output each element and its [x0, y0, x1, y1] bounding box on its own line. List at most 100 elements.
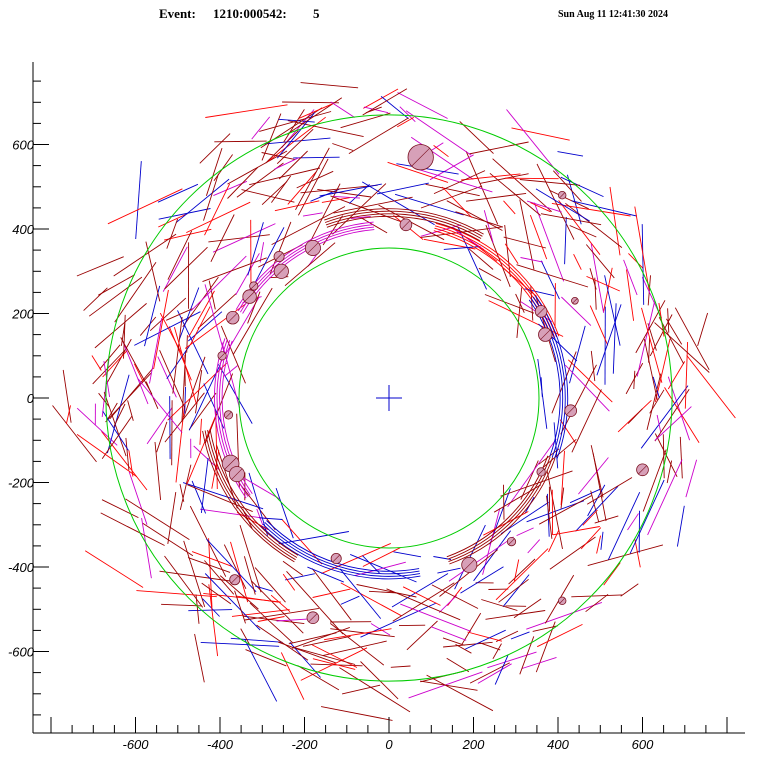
y-tick-label: 600 — [12, 138, 34, 153]
track-segment — [558, 200, 601, 255]
track-arc — [324, 208, 484, 235]
track-segment — [167, 230, 193, 280]
track-segment — [566, 174, 582, 225]
track-segment — [560, 364, 597, 435]
track-segment — [319, 183, 382, 197]
track-segment — [429, 154, 474, 181]
track-segment — [667, 361, 686, 390]
track-segment — [590, 490, 600, 522]
track-segment — [515, 293, 525, 313]
track-segment — [405, 110, 472, 156]
track-segment — [243, 615, 305, 625]
track-segment — [594, 277, 597, 310]
track-segment — [530, 202, 551, 213]
track-segment — [133, 363, 144, 382]
track-segment — [460, 566, 504, 594]
track-arc — [447, 456, 551, 560]
track-segment — [587, 484, 606, 517]
track-segment — [188, 311, 223, 342]
x-tick-label: -400 — [207, 737, 234, 752]
x-tick-label: -600 — [122, 737, 149, 752]
track-segment — [396, 163, 459, 175]
track-segment — [513, 559, 520, 582]
track-segment — [202, 598, 220, 617]
track-arc — [326, 215, 481, 242]
track-segment — [282, 101, 340, 104]
track-arc — [435, 222, 560, 337]
track-arc — [325, 213, 482, 239]
track-segment — [283, 109, 305, 143]
track-segment — [91, 355, 102, 371]
track-segment — [459, 121, 494, 154]
track-segment — [485, 224, 511, 288]
track-arc — [448, 457, 554, 563]
track-segment — [286, 570, 344, 635]
track-segment — [612, 303, 617, 374]
track-segment — [175, 406, 185, 483]
track-segment — [197, 293, 237, 329]
track-segment — [187, 484, 253, 513]
track-segment — [641, 307, 663, 383]
track-segment — [697, 312, 709, 347]
cluster-hatch — [559, 597, 566, 604]
track-segment — [457, 227, 488, 290]
track-segment — [276, 128, 314, 165]
center-marker — [376, 385, 402, 411]
track-segment — [461, 173, 521, 181]
cluster — [558, 596, 567, 605]
rings-layer — [105, 114, 673, 682]
track-segment — [158, 208, 211, 220]
track-segment — [153, 289, 169, 370]
track-arc — [209, 429, 299, 556]
track-segment — [274, 200, 320, 212]
track-segment — [603, 562, 621, 586]
event-id: 1210:000542: — [213, 6, 287, 21]
track-segment — [257, 616, 285, 622]
track-segment — [219, 296, 260, 365]
track-segment — [278, 150, 308, 180]
track-segment — [194, 633, 205, 683]
track-segment — [195, 594, 200, 624]
y-tick-label: 200 — [11, 307, 34, 322]
track-segment — [396, 117, 415, 128]
track-arc — [530, 298, 564, 458]
track-segment — [282, 573, 296, 591]
track-segment — [214, 140, 267, 143]
track-segment — [391, 573, 449, 608]
track-segment — [535, 188, 590, 222]
track-segment — [293, 646, 356, 665]
track-arc — [264, 521, 420, 575]
track-segment — [259, 517, 283, 520]
track-segment — [264, 137, 331, 145]
track-segment — [500, 470, 573, 497]
track-segment — [365, 106, 382, 114]
track-segment — [106, 402, 118, 421]
track-segment — [163, 228, 212, 241]
track-segment — [173, 326, 197, 404]
track-segment — [643, 338, 658, 400]
track-segment — [393, 551, 422, 558]
track-segment — [271, 175, 292, 203]
cluster-hatch — [218, 352, 226, 359]
track-segment — [503, 484, 505, 520]
track-segment — [261, 113, 282, 161]
track-segment — [265, 130, 299, 164]
track-segment — [596, 304, 622, 376]
track-segment — [284, 242, 336, 287]
track-segment — [564, 216, 567, 265]
cluster-hatch — [638, 465, 647, 475]
track-segment — [537, 623, 583, 648]
cluster — [223, 410, 234, 420]
track-segment — [679, 436, 683, 479]
track-segment — [495, 630, 519, 643]
track-segment — [199, 418, 202, 445]
track-segment — [136, 590, 217, 598]
track-segment — [182, 482, 264, 510]
track-segment — [200, 457, 209, 513]
track-segment — [94, 303, 147, 349]
track-segment — [513, 598, 542, 619]
track-segment — [466, 192, 527, 202]
track-segment — [596, 535, 602, 554]
track-segment — [184, 303, 247, 349]
track-segment — [569, 488, 601, 504]
